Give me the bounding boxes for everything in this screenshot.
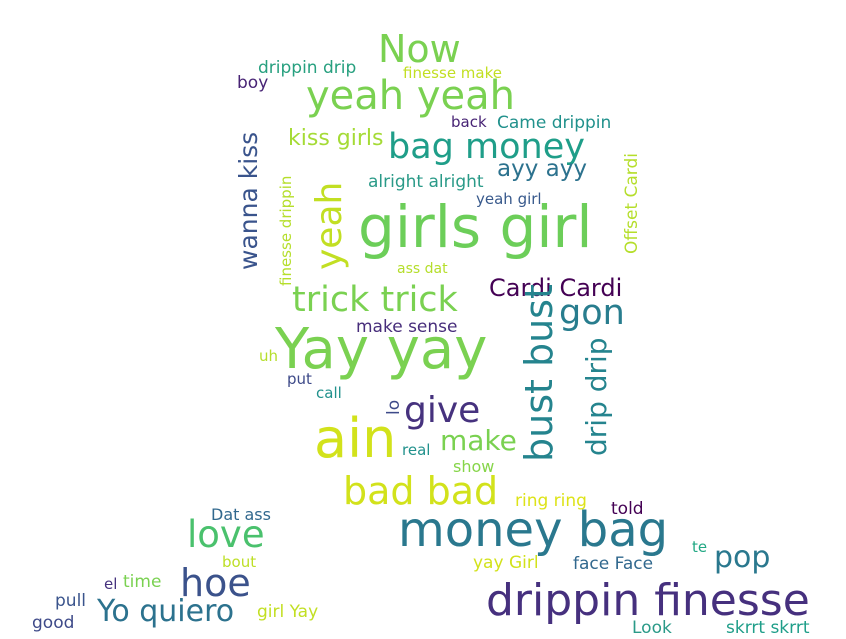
word-drip-drip: drip drip xyxy=(580,337,613,456)
word-good: good xyxy=(32,613,75,633)
word-ayy-ayy: ayy ayy xyxy=(497,156,587,182)
word-yay-yay: Yay yay xyxy=(275,317,488,382)
word-make: make xyxy=(440,424,517,457)
word-call: call xyxy=(316,384,342,402)
word-yo-quiero: Yo quiero xyxy=(97,594,235,629)
word-trick-trick: trick trick xyxy=(292,280,458,320)
word-kiss-girls: kiss girls xyxy=(288,126,384,151)
word-yay-girl: yay Girl xyxy=(473,553,539,573)
word-came-drippin: Came drippin xyxy=(497,113,612,133)
word-show: show xyxy=(453,457,495,476)
word-give: give xyxy=(404,390,481,431)
word-ass-dat: ass dat xyxy=(397,261,448,277)
word-bad-bad: bad bad xyxy=(343,469,499,513)
word-te: te xyxy=(692,538,708,556)
word-alright-alright: alright alright xyxy=(368,172,484,192)
word-offset-cardi: Offset Cardi xyxy=(622,153,642,254)
word-uh: uh xyxy=(259,347,279,365)
word-ring-ring: ring ring xyxy=(515,491,587,511)
word-girl-yay: girl Yay xyxy=(257,602,319,622)
word-look: Look xyxy=(632,618,672,638)
word-cardi-cardi: Cardi Cardi xyxy=(489,274,623,302)
word-finesse-drippin: finesse drippin xyxy=(277,175,295,286)
word-time: time xyxy=(123,572,162,592)
word-make-sense: make sense xyxy=(356,317,458,337)
word-back: back xyxy=(451,113,487,131)
word-now: Now xyxy=(378,27,461,71)
word-love: love xyxy=(187,513,265,556)
word-bust-bust: bust bust xyxy=(517,284,561,462)
word-drippin-finesse: drippin finesse xyxy=(486,575,810,626)
word-hoe: hoe xyxy=(180,561,251,605)
word-bout: bout xyxy=(222,553,257,571)
word-wanna-kiss: wanna kiss xyxy=(234,131,263,270)
word-dat-ass: Dat ass xyxy=(211,505,271,524)
word-face-face: face Face xyxy=(573,554,654,574)
word-boy: boy xyxy=(237,73,269,93)
word-told: told xyxy=(611,499,644,519)
word-yeah-yeah: yeah yeah xyxy=(306,73,516,119)
word-bag-money: bag money xyxy=(388,127,585,167)
word-put: put xyxy=(287,370,312,388)
word-girls-girl: girls girl xyxy=(358,193,593,261)
word-finesse-make: finesse make xyxy=(403,64,502,82)
word-drippin-drip: drippin drip xyxy=(258,58,357,78)
word-skrrt-skrrt: skrrt skrrt xyxy=(726,618,810,638)
word-el: el xyxy=(104,575,118,593)
word-ain: ain xyxy=(314,407,397,470)
word-money-bag: money bag xyxy=(398,502,669,558)
word-yeah: yeah xyxy=(309,181,350,270)
word-real: real xyxy=(402,441,431,459)
word-pull: pull xyxy=(55,591,87,611)
word-pop: pop xyxy=(714,540,771,575)
word-gon: gon xyxy=(559,293,625,333)
word-yeah-girl: yeah girl xyxy=(476,190,542,208)
